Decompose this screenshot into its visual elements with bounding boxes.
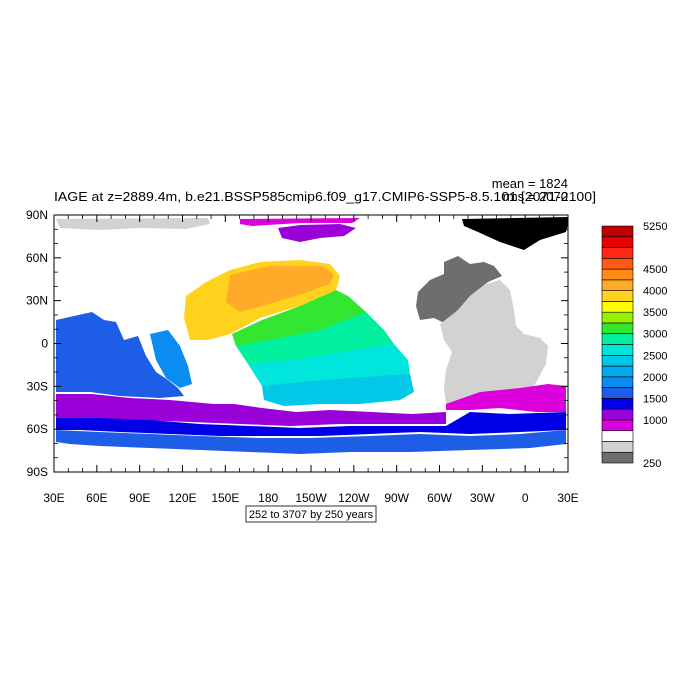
x-tick-label: 150W xyxy=(295,491,327,505)
colorbar-labels: 250 1000 1500 2000 2500 3000 3500 4000 4500 5250 xyxy=(643,221,667,470)
y-tick-label: 30N xyxy=(26,294,48,308)
x-tick-label: 60E xyxy=(86,491,107,505)
x-tick-label: 30E xyxy=(557,491,578,505)
colorbar-label: 1000 xyxy=(643,415,667,427)
arctic-light-region xyxy=(56,218,210,230)
colorbar-box xyxy=(601,441,634,453)
y-tick-label: 90N xyxy=(26,208,48,222)
colorbar-label: 4500 xyxy=(643,264,667,276)
x-tick-label: 120W xyxy=(338,491,370,505)
x-tick-labels: 30E 60E 90E 120E 150E 180 150W 120W 90W 60W 30W 0 30… xyxy=(43,491,578,505)
colorbar-box xyxy=(601,387,634,399)
arctic-right-light-region xyxy=(462,217,568,250)
colorbar-box xyxy=(601,311,634,324)
map-field xyxy=(56,217,568,454)
south-atlantic-magenta-region xyxy=(446,384,566,412)
x-tick-label: 120E xyxy=(168,491,196,505)
colorbar-box xyxy=(601,236,634,248)
colorbar-box xyxy=(601,268,634,281)
colorbar-box xyxy=(601,451,634,464)
colorbar-box xyxy=(601,344,634,356)
colorbar-box xyxy=(601,408,634,421)
colorbar-box xyxy=(601,322,634,335)
north-pacific-orange-region xyxy=(226,266,334,312)
arctic-magenta-region xyxy=(240,218,360,226)
y-tick-label: 30S xyxy=(27,379,48,393)
colorbar-box xyxy=(601,225,634,238)
x-tick-label: 180 xyxy=(258,491,278,505)
pacific-cyan-region xyxy=(248,344,410,386)
southern-ocean-outer-blue-region xyxy=(56,430,566,454)
map-axes xyxy=(53,214,569,473)
x-tick-label: 30E xyxy=(43,491,64,505)
colorbar-box xyxy=(601,419,634,431)
colorbar-label: 3500 xyxy=(643,307,667,319)
arctic-violet-region xyxy=(278,224,356,242)
y-tick-label: 60S xyxy=(27,422,48,436)
colorbar xyxy=(601,225,634,464)
y-tick-label: 0 xyxy=(41,337,48,351)
colorbar-box xyxy=(601,354,634,367)
colorbar-box xyxy=(601,301,634,313)
indian-ocean-light-blue-region xyxy=(150,330,192,388)
colorbar-label: 250 xyxy=(643,458,661,470)
y-tick-label: 90S xyxy=(27,465,48,479)
stat-rms: rms = 2070 xyxy=(503,189,568,204)
colorbar-box xyxy=(601,376,634,388)
colorbar-box xyxy=(601,258,634,270)
colorbar-label: 2500 xyxy=(643,350,667,362)
y-tick-label: 60N xyxy=(26,251,48,265)
x-tick-label: 30W xyxy=(470,491,495,505)
southern-ocean-blue-region xyxy=(56,412,566,436)
colorbar-box xyxy=(601,247,634,259)
colorbar-box xyxy=(601,290,634,302)
pacific-green-region xyxy=(232,290,366,346)
contour-info-frame xyxy=(245,505,377,523)
x-tick-label: 0 xyxy=(522,491,529,505)
colorbar-label: 4000 xyxy=(643,286,667,298)
stat-mean: mean = 1824 xyxy=(492,176,568,191)
colorbar-box xyxy=(601,365,634,378)
x-tick-label: 60W xyxy=(427,491,452,505)
colorbar-box xyxy=(601,430,634,442)
indian-ocean-blue-region xyxy=(56,312,184,398)
x-tick-label: 90W xyxy=(384,491,409,505)
colorbar-box xyxy=(601,279,634,291)
x-tick-label: 90E xyxy=(129,491,150,505)
x-tick-label: 150E xyxy=(211,491,239,505)
south-atlantic-region xyxy=(440,280,548,404)
y-tick-labels: 90N 60N 30N 0 30S 60S 90S xyxy=(26,208,48,479)
colorbar-label: 3000 xyxy=(643,329,667,341)
contour-info-text: 252 to 3707 by 250 years xyxy=(249,509,374,521)
colorbar-box xyxy=(601,398,634,410)
colorbar-label: 2000 xyxy=(643,372,667,384)
chart-title: IAGE at z=2889.4m, b.e21.BSSP585cmip6.f0… xyxy=(54,189,596,204)
pacific-light-blue-region xyxy=(262,374,414,406)
contour-info-box: 252 to 3707 by 250 years xyxy=(245,505,377,523)
north-atlantic-region xyxy=(416,256,502,324)
colorbar-label: 5250 xyxy=(643,221,667,233)
colorbar-label: 1500 xyxy=(643,393,667,405)
southern-ocean-violet-region xyxy=(56,394,446,426)
colorbar-box xyxy=(601,333,634,345)
